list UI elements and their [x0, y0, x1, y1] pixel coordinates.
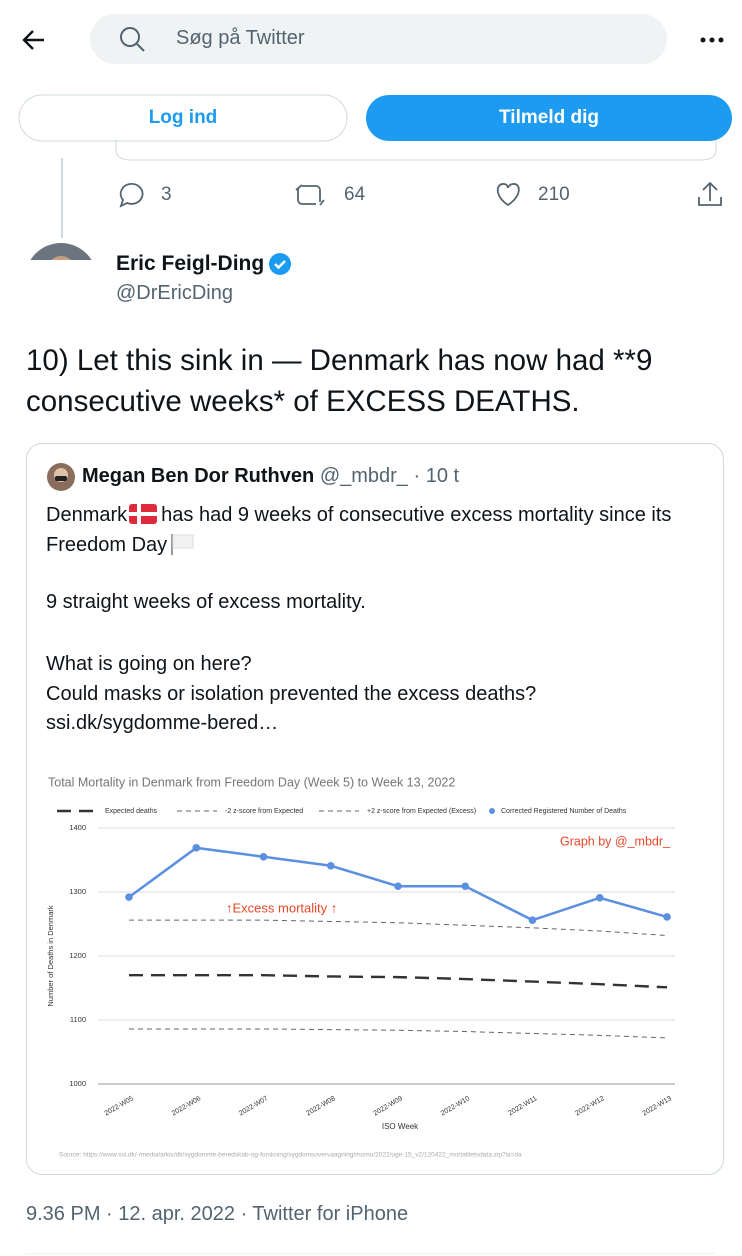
avatar: [51, 256, 71, 260]
series-line: [129, 974, 668, 989]
retweet-count: 64: [344, 184, 366, 205]
like-icon[interactable]: [496, 183, 520, 207]
data-point: [125, 893, 133, 901]
data-point: [394, 882, 402, 891]
legend-label: Corrected Registered Number of Deaths: [501, 808, 627, 815]
x-tick-label: 2022-W12: [574, 1095, 606, 1117]
legend-label: +2 z-score from Expected (Excess): [367, 808, 476, 815]
quoted-paragraph: 9 straight weeks of excess mortality.: [46, 591, 366, 613]
chart-annotation: ↑Excess mortality ↑: [226, 900, 337, 915]
y-tick-label: 1200: [69, 951, 86, 960]
white-flag: [171, 534, 194, 555]
timestamp: 9.36 PM · 12. apr. 2022 · Twitter for iP…: [26, 1203, 409, 1225]
data-point: [326, 861, 335, 870]
author-name[interactable]: Eric Feigl-Ding: [116, 252, 265, 275]
quoted-handle: @_mbdr_: [319, 465, 408, 487]
author-handle[interactable]: @DrEricDing: [116, 282, 233, 304]
x-tick-label: 2022-W06: [171, 1095, 203, 1117]
y-axis-label: Number of Deaths in Denmark: [46, 905, 55, 1007]
y-tick-label: 1000: [69, 1079, 86, 1088]
legend-label: Expected deaths: [105, 808, 158, 815]
chart-credit: Graph by @_mbdr_: [560, 834, 671, 848]
x-tick-label: 2022-W10: [440, 1095, 472, 1117]
series-line: [129, 1028, 668, 1039]
quoted-line: Could masks or isolation prevented the e…: [46, 682, 537, 705]
signup-button[interactable]: [366, 95, 732, 141]
quoted-text: Denmark: [46, 504, 128, 526]
author-row: Eric Feigl-Ding: [116, 252, 292, 276]
quoted-avatar: [47, 463, 75, 491]
x-axis-label: ISO Week: [382, 1122, 419, 1131]
like-count: 210: [538, 184, 570, 205]
chart-title: Total Mortality in Denmark from Freedom …: [48, 775, 455, 789]
x-tick-label: 2022-W11: [507, 1095, 538, 1117]
search-icon: [136, 43, 145, 52]
back-icon[interactable]: [22, 30, 44, 50]
signup-label[interactable]: Tilmeld dig: [499, 107, 599, 128]
reply-icon[interactable]: [119, 183, 144, 208]
series-line: [129, 919, 668, 937]
y-tick-label: 1300: [69, 887, 86, 896]
share-icon[interactable]: [698, 181, 722, 206]
data-point: [663, 913, 671, 921]
retweet-icon[interactable]: [295, 184, 325, 206]
search-icon: [120, 27, 140, 47]
login-button[interactable]: [18, 94, 348, 142]
data-point: [461, 882, 470, 891]
login-label[interactable]: Log ind: [148, 107, 218, 128]
data-point: [192, 844, 201, 852]
verified-badge: [269, 253, 292, 275]
chart-source: Source: https://www.ssi.dk/-/media/arkiv…: [59, 1152, 522, 1159]
quoted-link[interactable]: ssi.dk/sygdomme-bered…: [46, 712, 279, 734]
data-point: [528, 916, 537, 924]
divider: [26, 1253, 716, 1254]
tweet-text: 10) Let this sink in — Denmark has now h…: [26, 344, 653, 418]
x-tick-label: 2022-W09: [372, 1095, 404, 1117]
x-tick-label: 2022-W07: [238, 1095, 270, 1117]
y-tick-label: 1400: [69, 823, 86, 832]
legend-swatch: [489, 808, 495, 814]
chart: Total Mortality in Denmark from Freedom …: [46, 775, 675, 1159]
legend-label: -2 z-score from Expected: [225, 808, 303, 815]
quoted-line: What is going on here?: [46, 653, 252, 675]
danish-flag: [129, 504, 158, 524]
quoted-name: Megan Ben Dor Ruthven: [82, 465, 315, 487]
x-tick-label: 2022-W13: [641, 1095, 673, 1117]
quote-card-edge: [115, 140, 717, 161]
quoted-header: Megan Ben Dor Ruthven @_mbdr_ · 10 t: [82, 465, 459, 488]
search-placeholder: Søg på Twitter: [176, 27, 305, 49]
quoted-tweet[interactable]: [26, 443, 724, 1175]
x-tick-label: 2022-W08: [305, 1095, 337, 1117]
data-point: [259, 853, 268, 861]
chrome-icons: [18, 14, 732, 260]
quoted-lines: What is going on here? Could masks or is…: [46, 650, 536, 739]
reply-count: 3: [161, 184, 172, 205]
x-tick-label: 2022-W05: [103, 1095, 135, 1117]
data-point: [595, 893, 604, 902]
quoted-intro: Denmark has had 9 weeks of consecutive ex…: [46, 500, 696, 560]
more-icon[interactable]: [700, 37, 724, 43]
avatar[interactable]: [25, 243, 97, 260]
quoted-time: · 10 t: [413, 465, 460, 487]
search-box[interactable]: [90, 14, 667, 64]
y-tick-label: 1100: [70, 1015, 86, 1024]
quoted-text: has had 9 weeks of consecutive excess mo…: [46, 504, 672, 556]
